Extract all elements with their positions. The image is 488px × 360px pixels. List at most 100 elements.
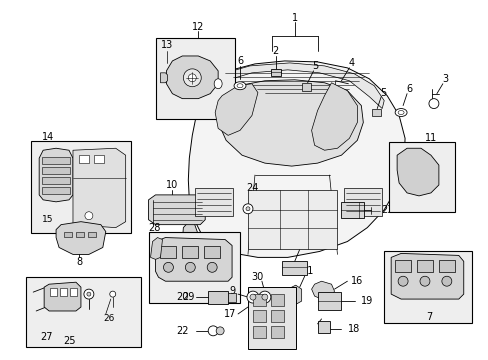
Circle shape [109, 291, 116, 297]
Bar [270, 69, 280, 76]
Bar [227, 293, 236, 302]
Circle shape [163, 262, 173, 272]
Bar [64, 231, 72, 237]
Circle shape [397, 276, 407, 286]
Bar [148, 231, 240, 303]
Polygon shape [208, 63, 384, 109]
Bar [50, 288, 57, 296]
Polygon shape [188, 61, 404, 257]
Bar [388, 142, 454, 212]
Polygon shape [284, 285, 301, 305]
Polygon shape [182, 218, 212, 261]
Text: 5: 5 [379, 88, 386, 98]
Bar [438, 260, 454, 272]
Text: 10: 10 [166, 180, 178, 190]
Polygon shape [166, 56, 218, 99]
Circle shape [208, 326, 218, 336]
Bar [384, 251, 471, 323]
Bar [270, 326, 283, 338]
Polygon shape [311, 281, 334, 299]
Polygon shape [396, 148, 438, 196]
Bar [371, 109, 381, 117]
Text: 1: 1 [291, 13, 297, 23]
Polygon shape [56, 222, 105, 255]
Bar [42, 167, 70, 174]
Bar [195, 188, 233, 216]
Bar [42, 177, 70, 184]
Bar [344, 188, 382, 216]
Bar [204, 247, 220, 258]
Text: 16: 16 [350, 276, 363, 286]
Bar [42, 187, 70, 194]
Text: 11: 11 [424, 133, 436, 143]
Bar [252, 326, 265, 338]
Text: 18: 18 [347, 324, 360, 334]
Text: 23: 23 [380, 205, 392, 215]
Bar [247, 190, 337, 249]
Circle shape [419, 276, 429, 286]
Text: 21: 21 [301, 266, 313, 276]
Polygon shape [311, 83, 357, 150]
Polygon shape [390, 253, 463, 299]
Text: 6: 6 [237, 56, 243, 66]
Polygon shape [218, 80, 363, 166]
Bar [301, 83, 310, 91]
Bar [79, 155, 89, 163]
Circle shape [216, 327, 224, 335]
Circle shape [246, 291, 258, 303]
Text: 14: 14 [42, 132, 54, 142]
Circle shape [85, 212, 93, 220]
Ellipse shape [234, 82, 245, 90]
Bar [270, 294, 283, 306]
Text: 30: 30 [251, 272, 264, 282]
Text: 4: 4 [347, 58, 354, 68]
Circle shape [258, 291, 270, 303]
Bar [317, 321, 329, 333]
Circle shape [245, 207, 249, 211]
Text: 8: 8 [76, 257, 82, 267]
Bar [94, 155, 103, 163]
Bar [317, 292, 341, 310]
Text: 28: 28 [148, 222, 161, 233]
Bar [270, 310, 283, 322]
Polygon shape [215, 84, 257, 135]
Circle shape [243, 204, 252, 214]
Bar [42, 157, 70, 164]
Circle shape [84, 289, 94, 299]
Circle shape [207, 262, 217, 272]
Text: 29: 29 [182, 292, 194, 302]
Polygon shape [150, 238, 162, 260]
Bar [88, 231, 96, 237]
Ellipse shape [237, 84, 243, 88]
Text: 22: 22 [176, 326, 188, 336]
Text: 6: 6 [405, 84, 411, 94]
Polygon shape [44, 282, 81, 311]
Bar [281, 261, 306, 275]
Polygon shape [148, 195, 205, 225]
Circle shape [183, 69, 201, 87]
Text: 15: 15 [42, 215, 54, 224]
Bar [247, 287, 295, 349]
Circle shape [185, 262, 195, 272]
Text: 20: 20 [176, 292, 188, 302]
Text: 24: 24 [245, 183, 258, 193]
Text: 9: 9 [228, 286, 235, 296]
Bar [155, 38, 235, 120]
Bar [70, 288, 77, 296]
Ellipse shape [214, 79, 222, 89]
Polygon shape [39, 148, 73, 202]
Text: 2: 2 [272, 46, 278, 56]
Circle shape [262, 294, 267, 300]
Polygon shape [73, 148, 125, 228]
Bar [252, 310, 265, 322]
Bar [60, 288, 67, 296]
Polygon shape [155, 238, 232, 281]
Text: 31: 31 [293, 239, 305, 249]
Ellipse shape [397, 111, 403, 114]
Bar [341, 202, 364, 218]
Text: 5: 5 [312, 61, 318, 71]
Bar [76, 231, 84, 237]
Text: 12: 12 [192, 22, 204, 32]
Circle shape [249, 294, 255, 300]
Bar [26, 277, 141, 347]
